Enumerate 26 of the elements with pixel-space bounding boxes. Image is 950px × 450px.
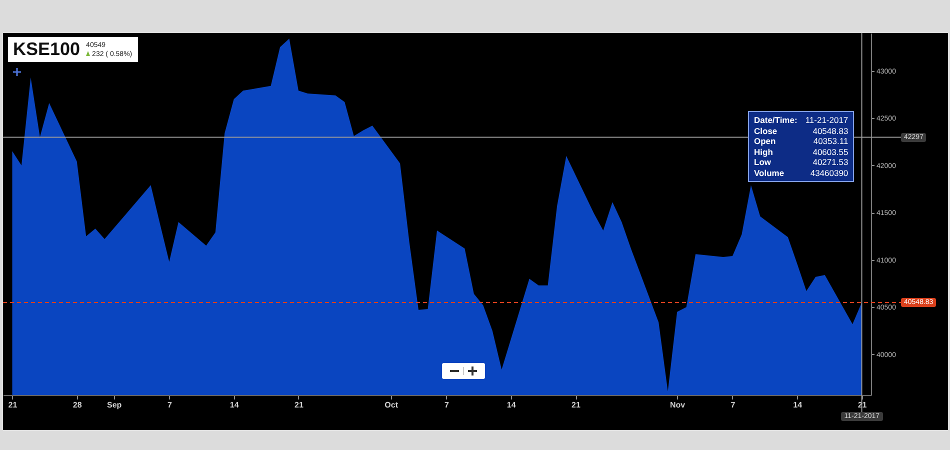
- x-tick-label: Sep: [106, 400, 122, 410]
- annotation: 40603.55: [812, 146, 848, 157]
- annotation: 40548.83: [812, 126, 848, 136]
- annotation: Close: [754, 126, 778, 136]
- x-tick-label: Nov: [670, 400, 686, 410]
- x-tick-label: Oct: [384, 400, 398, 410]
- chart-title: KSE100: [13, 39, 80, 60]
- annotation: 11-21-2017: [805, 115, 848, 126]
- x-tick-label: 21: [294, 400, 304, 410]
- x-tick-label: 14: [793, 400, 803, 410]
- x-tick-label: 28: [72, 400, 82, 410]
- annotation: 40353.11: [812, 136, 848, 146]
- annotation: High: [754, 146, 774, 157]
- x-tick-label: 21: [572, 400, 582, 410]
- x-tick-label: 14: [506, 400, 516, 410]
- x-tick-label: 21: [8, 400, 18, 410]
- x-tick-label: 14: [230, 400, 240, 410]
- annotation: Date/Time:: [754, 115, 798, 126]
- annotation: 43460390: [809, 168, 848, 178]
- x-tick-label: 7: [730, 400, 736, 410]
- x-tick-label: 7: [444, 400, 450, 410]
- annotation: Low: [754, 157, 772, 168]
- x-tick-label: 7: [167, 400, 172, 410]
- annotation: Open: [754, 136, 777, 146]
- annotation: 40271.53: [812, 157, 848, 168]
- annotation: Volume: [754, 168, 786, 178]
